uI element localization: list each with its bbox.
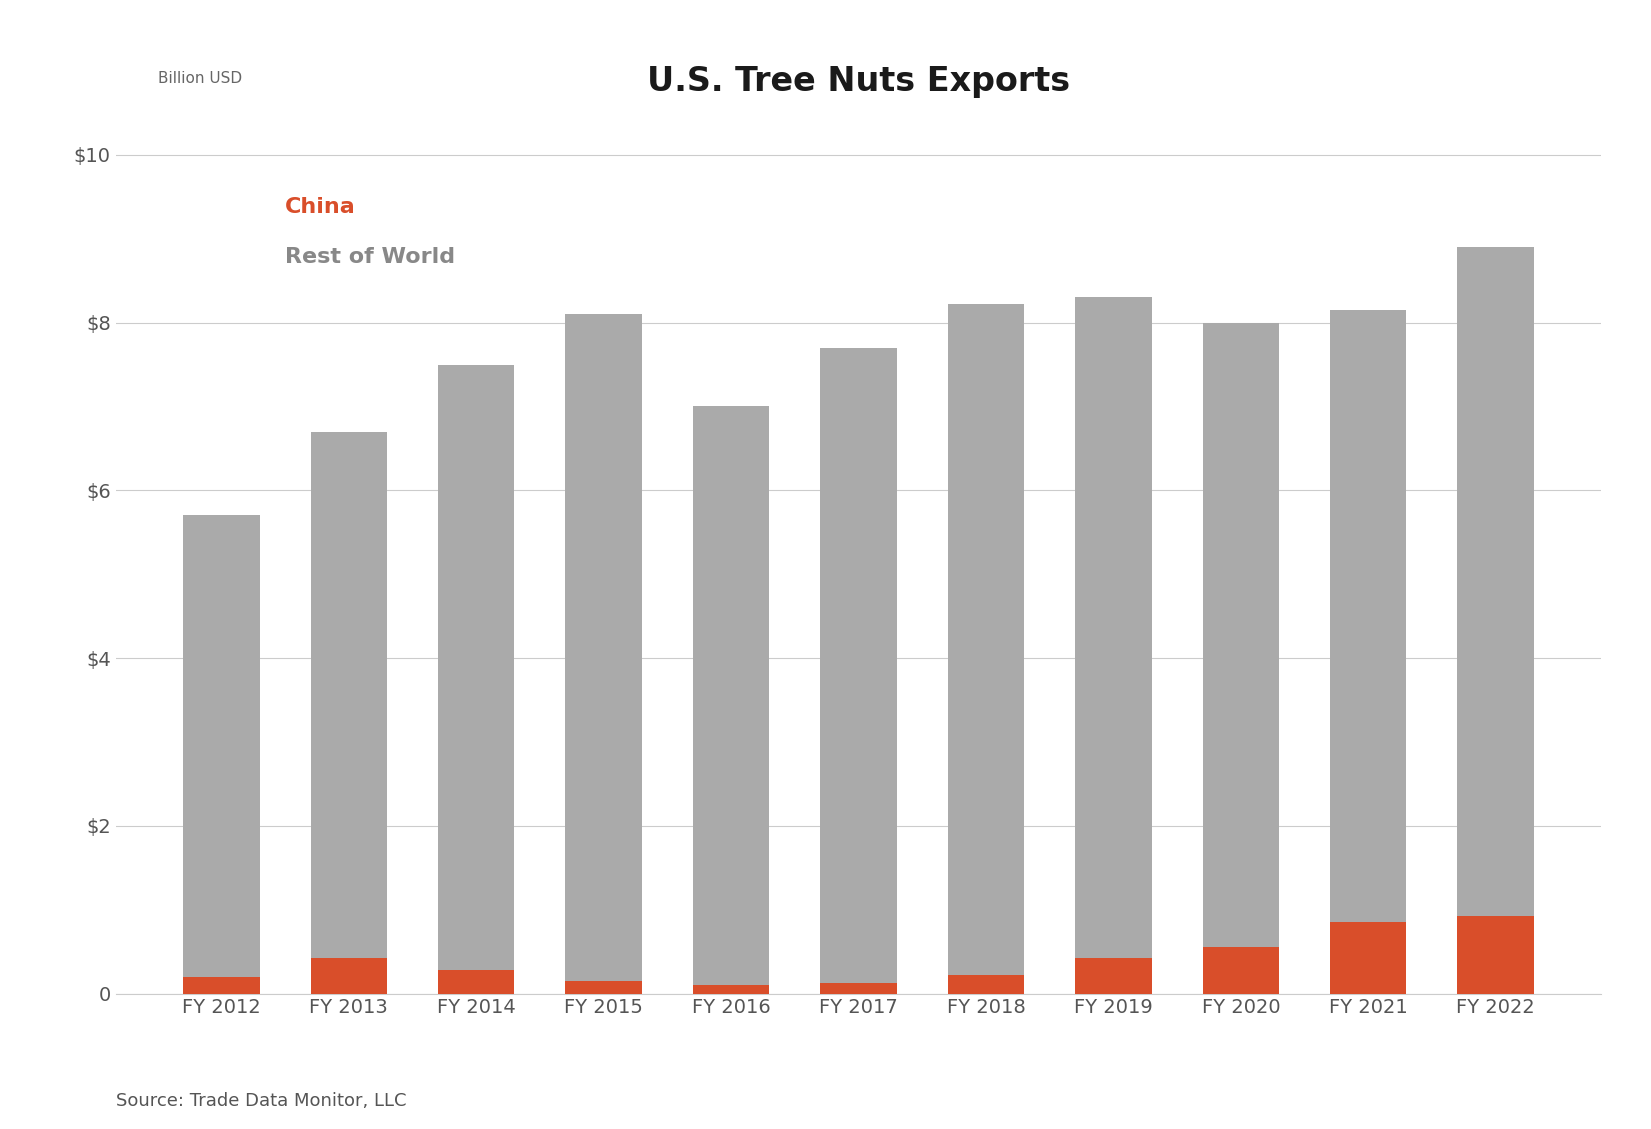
Bar xyxy=(438,970,515,994)
Bar xyxy=(183,977,259,994)
Text: Billion USD: Billion USD xyxy=(157,71,241,86)
Title: U.S. Tree Nuts Exports: U.S. Tree Nuts Exports xyxy=(647,64,1070,98)
Bar xyxy=(693,986,769,994)
Bar xyxy=(1075,959,1152,994)
Bar xyxy=(565,314,642,981)
Bar xyxy=(438,365,515,970)
Bar xyxy=(310,431,386,959)
Bar xyxy=(821,983,896,994)
Bar xyxy=(1331,922,1407,994)
Bar xyxy=(565,981,642,994)
Bar xyxy=(1458,247,1534,917)
Bar xyxy=(310,959,386,994)
Bar xyxy=(948,304,1024,975)
Bar xyxy=(821,348,896,983)
Bar xyxy=(948,975,1024,994)
Bar xyxy=(183,516,259,977)
Text: China: China xyxy=(286,196,357,217)
Text: Source: Trade Data Monitor, LLC: Source: Trade Data Monitor, LLC xyxy=(116,1093,406,1111)
Bar xyxy=(1202,947,1280,994)
Bar xyxy=(1075,297,1152,959)
Bar xyxy=(1331,310,1407,922)
Bar xyxy=(1458,917,1534,994)
Bar xyxy=(693,406,769,986)
Bar xyxy=(1202,323,1280,947)
Text: Rest of World: Rest of World xyxy=(286,247,456,268)
